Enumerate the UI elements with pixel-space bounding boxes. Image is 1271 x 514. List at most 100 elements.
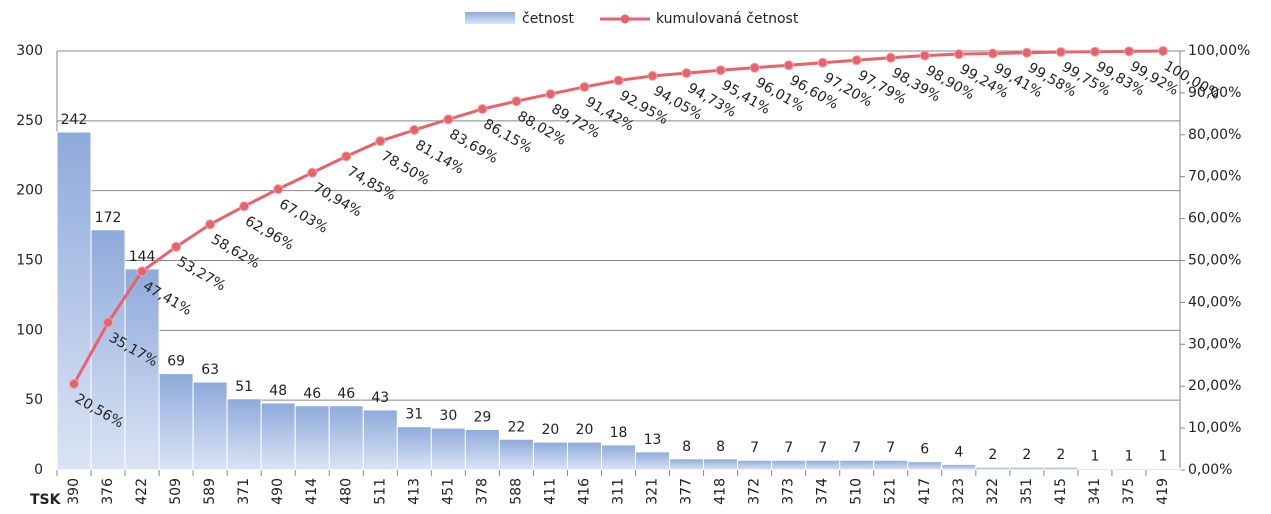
marker [715, 65, 726, 76]
x-tick-label: 510 [849, 478, 865, 505]
bar-label: 6 [920, 442, 929, 458]
y-tick-label: 0 [34, 462, 43, 478]
y2-tick-label: 30,00% [1188, 336, 1241, 352]
marker [205, 219, 216, 230]
x-tick-label: 377 [679, 478, 695, 505]
x-tick-label: 378 [474, 478, 490, 505]
x-tick-label: 589 [202, 478, 218, 505]
y2-tick-label: 20,00% [1188, 378, 1241, 394]
bar [158, 373, 194, 471]
x-tick-label: 422 [134, 478, 150, 505]
bar [464, 428, 500, 471]
bar-label: 2 [1022, 447, 1031, 463]
bar [805, 459, 841, 471]
bar [941, 463, 977, 471]
y-tick-label: 150 [16, 253, 43, 269]
bar [839, 459, 875, 471]
bar-label: 22 [507, 419, 525, 435]
bar [226, 398, 262, 471]
bar-label: 2 [1056, 447, 1065, 463]
marker [1157, 46, 1168, 56]
bar [975, 466, 1011, 471]
marker [341, 151, 352, 162]
bar [1077, 468, 1113, 471]
x-tick-label: 371 [236, 478, 252, 505]
marker [1021, 47, 1032, 58]
marker [239, 201, 250, 212]
y2-tick-label: 10,00% [1188, 420, 1241, 436]
x-tick-label: 351 [1019, 478, 1035, 505]
bar [873, 459, 909, 471]
bar [396, 426, 432, 471]
bar-label: 144 [129, 249, 156, 265]
x-tick-label: 375 [1121, 478, 1137, 505]
y-tick-label: 50 [25, 392, 43, 408]
bar [90, 229, 126, 471]
legend-label: kumulovaná četnost [656, 11, 799, 27]
marker [171, 241, 182, 252]
bar [1111, 468, 1147, 471]
bar [635, 451, 671, 471]
bar [1145, 468, 1181, 471]
line-label: 67,03% [276, 196, 330, 237]
bar [192, 381, 228, 471]
bar-label: 2 [988, 447, 997, 463]
bar [498, 438, 534, 471]
marker [1055, 47, 1066, 58]
bar-label: 8 [682, 439, 691, 455]
y2-tick-label: 100,00% [1188, 43, 1250, 59]
marker [1089, 46, 1100, 57]
bar [328, 405, 364, 471]
marker [647, 70, 658, 81]
y-tick-label: 200 [16, 183, 43, 199]
bar [771, 459, 807, 471]
bar-label: 172 [95, 210, 122, 226]
bar-label: 7 [886, 440, 895, 456]
bar [1009, 466, 1045, 471]
x-axis-label: TSK [30, 492, 62, 508]
marker [953, 49, 964, 60]
marker [137, 266, 148, 277]
bar [600, 444, 637, 471]
x-tick-label: 418 [713, 478, 729, 505]
x-tick-label: 480 [338, 478, 354, 505]
line-label: 58,62% [208, 231, 262, 272]
x-tick-label: 374 [815, 478, 831, 505]
bar-label: 30 [439, 408, 457, 424]
legend-swatch [465, 12, 515, 24]
marker [103, 317, 114, 328]
y-tick-label: 300 [16, 43, 43, 59]
marker [817, 57, 828, 68]
y2-tick-label: 90,00% [1188, 85, 1241, 101]
marker [477, 104, 488, 115]
bar-label: 48 [269, 383, 287, 399]
bar-label: 46 [337, 386, 355, 402]
bar [566, 441, 602, 471]
bar [56, 131, 92, 471]
x-tick-label: 588 [508, 478, 524, 505]
marker [375, 136, 386, 147]
bar-label: 18 [610, 425, 628, 441]
bar [430, 427, 466, 471]
bar [362, 409, 398, 471]
x-tick-label: 417 [917, 478, 933, 505]
marker [681, 68, 692, 79]
bar [124, 268, 160, 471]
x-tick-label: 372 [747, 478, 763, 505]
y2-tick-label: 80,00% [1188, 127, 1241, 143]
bar [260, 402, 296, 471]
x-tick-label: 373 [781, 478, 797, 505]
x-tick-label: 376 [100, 478, 116, 505]
marker [783, 60, 794, 71]
bar [294, 405, 330, 471]
marker [273, 184, 284, 195]
marker [919, 50, 930, 61]
y2-tick-label: 70,00% [1188, 169, 1241, 185]
bar-label: 43 [371, 390, 389, 406]
bar-label: 69 [167, 354, 185, 370]
x-tick-label: 323 [951, 478, 967, 505]
bar [669, 458, 705, 471]
bar [532, 441, 568, 471]
marker [443, 114, 454, 125]
